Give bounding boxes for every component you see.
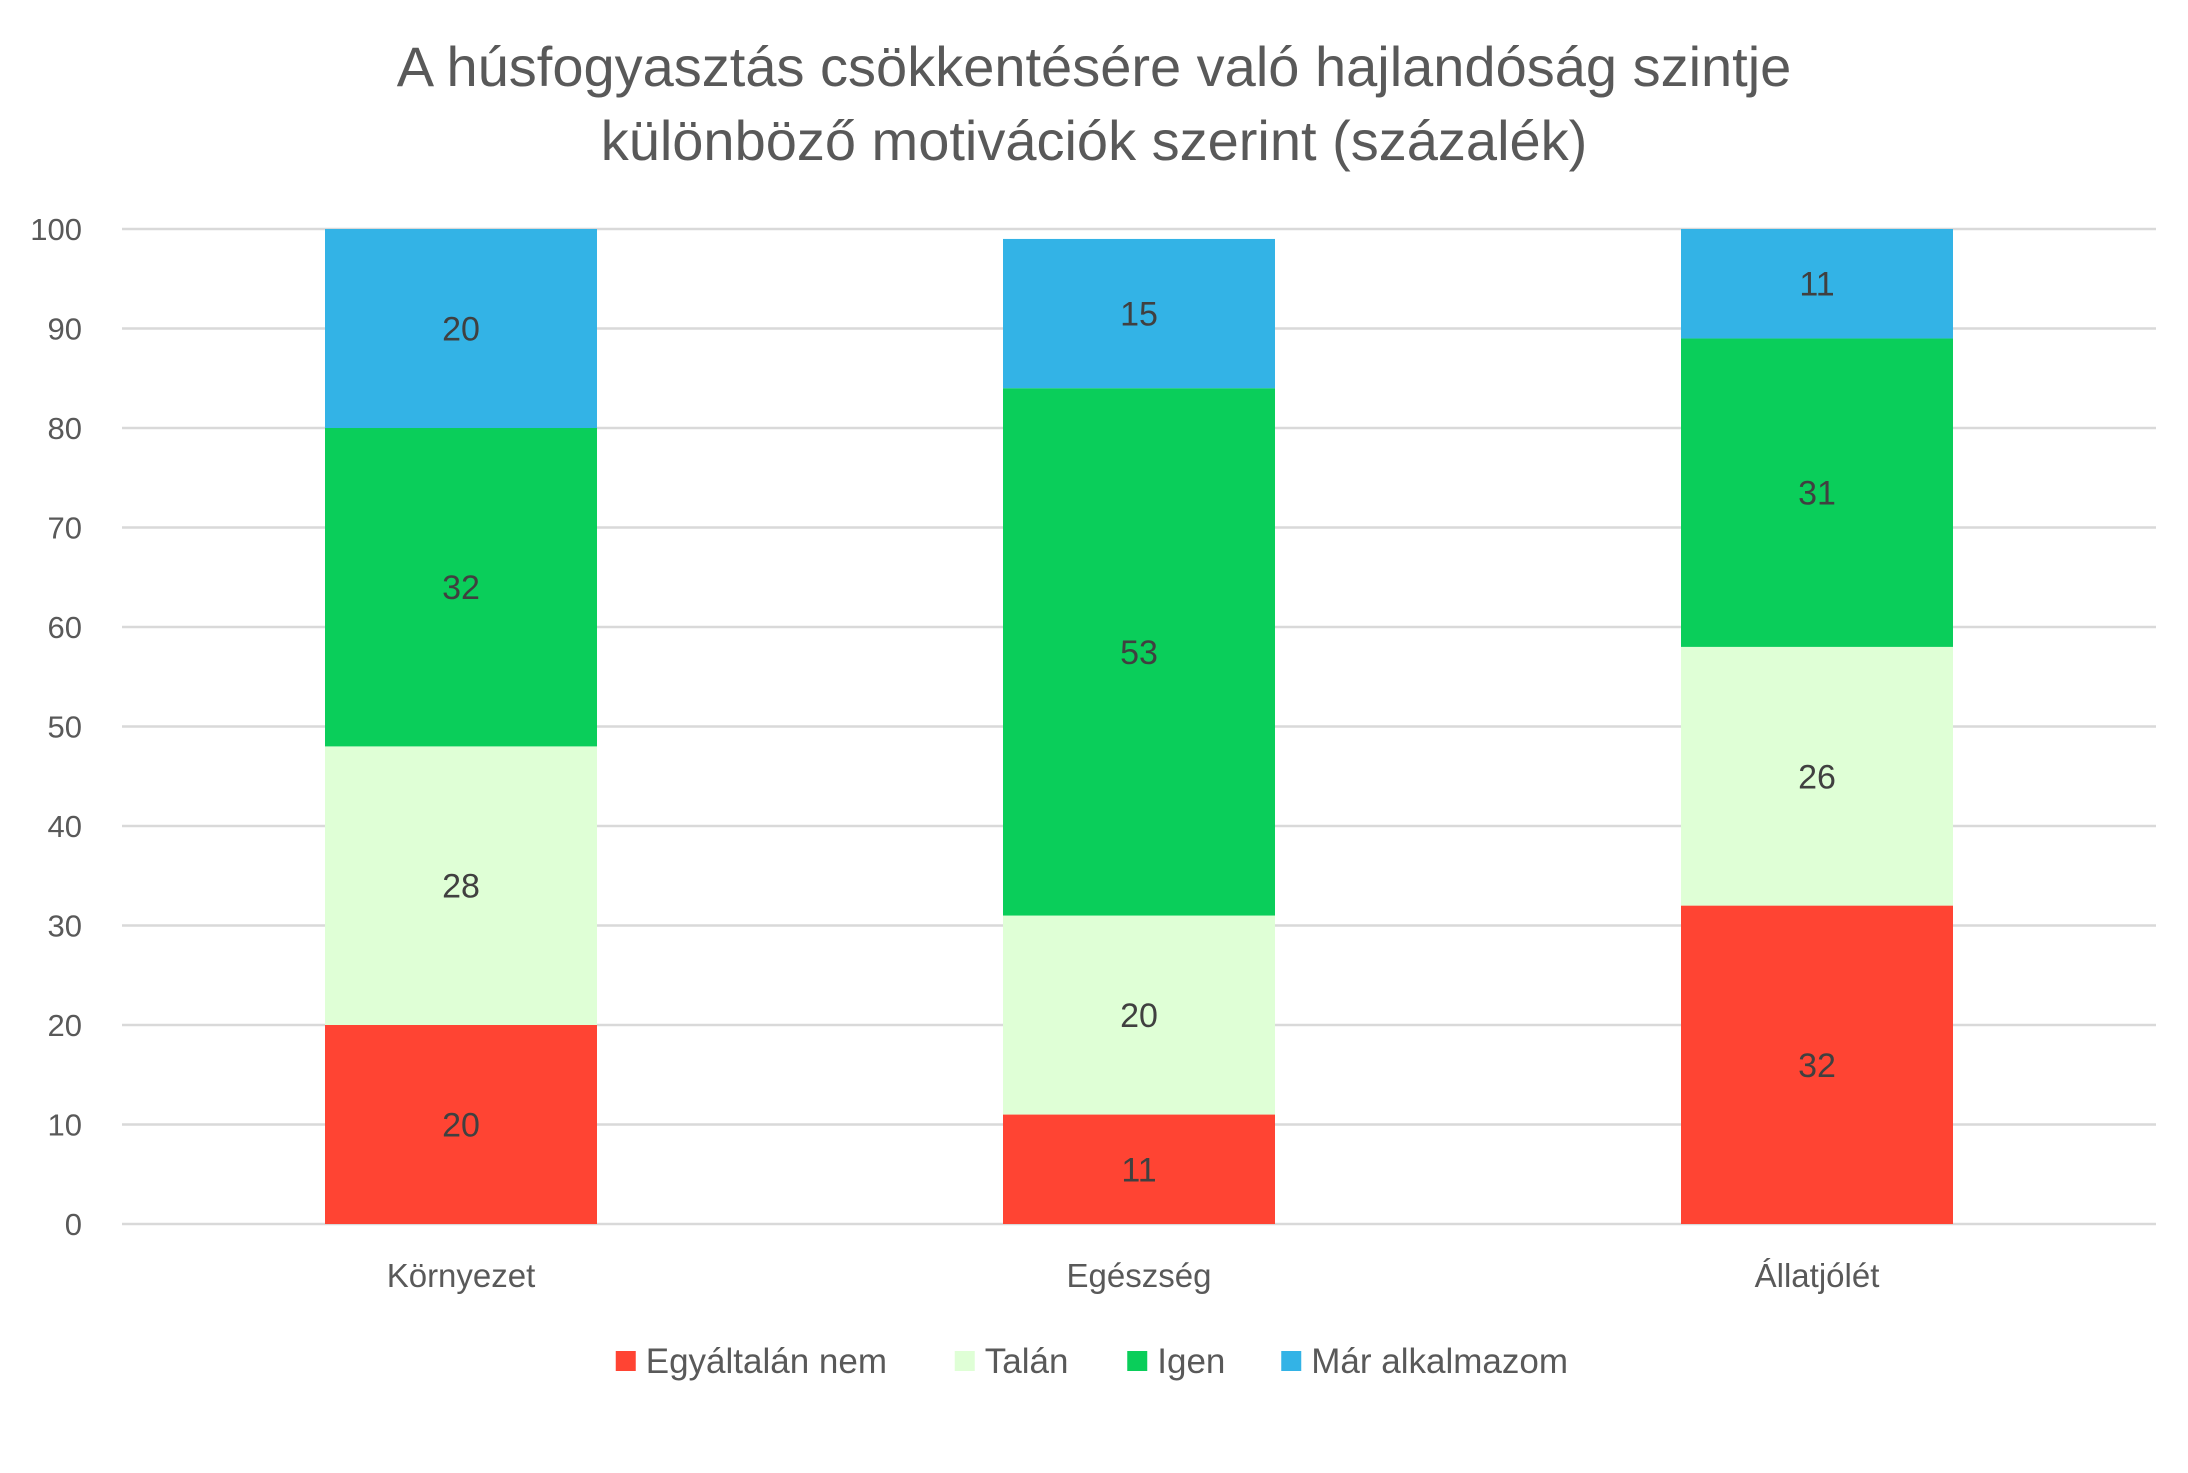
bar-segment — [1003, 915, 1275, 1115]
y-axis-ticks: 0 10 20 30 40 50 60 70 80 90 100 — [30, 212, 82, 1242]
y-tick-label: 20 — [48, 1008, 82, 1043]
y-tick-label: 100 — [30, 212, 82, 247]
chart-title-line-2: különböző motivációk szerint (százalék) — [601, 109, 1588, 172]
data-label: 26 — [1798, 758, 1836, 796]
legend-swatch — [615, 1351, 636, 1371]
data-label: 28 — [442, 868, 480, 906]
x-tick-label: Állatjólét — [1755, 1257, 1880, 1294]
y-tick-label: 60 — [48, 610, 82, 645]
legend-swatch — [1281, 1351, 1302, 1371]
bar-segment — [1681, 905, 1953, 1224]
legend-item: Egyáltalán nem — [615, 1342, 887, 1381]
bar-segment — [325, 746, 597, 1025]
data-label: 20 — [442, 1107, 480, 1145]
bar-segment — [1003, 238, 1275, 389]
x-tick-label: Környezet — [387, 1257, 536, 1294]
bar-segment — [1681, 229, 1953, 339]
legend-swatch — [954, 1351, 975, 1371]
legend-label: Talán — [985, 1342, 1069, 1381]
y-tick-label: 80 — [48, 411, 82, 446]
legend-item: Talán — [954, 1342, 1069, 1381]
bar-segment — [325, 428, 597, 747]
y-tick-label: 50 — [48, 710, 82, 745]
chart-title-line-1: A húsfogyasztás csökkentésére való hajla… — [397, 35, 1792, 98]
bar-segment — [1003, 388, 1275, 916]
x-axis-labels: Környezet Egészség Állatjólét — [387, 1257, 1880, 1294]
legend-item: Igen — [1127, 1342, 1225, 1381]
bars: 20 28 32 20 11 20 53 15 32 26 31 11 — [325, 229, 1953, 1224]
y-tick-label: 30 — [48, 909, 82, 944]
bar-segment — [325, 1025, 597, 1224]
data-label: 32 — [1798, 1047, 1836, 1085]
bar-segment — [1681, 338, 1953, 647]
bar-segment — [325, 229, 597, 428]
x-tick-label: Egészség — [1067, 1257, 1212, 1294]
data-label: 11 — [1121, 1151, 1156, 1189]
data-label: 31 — [1798, 475, 1836, 513]
data-label: 20 — [442, 311, 480, 349]
legend-swatch — [1127, 1351, 1148, 1371]
bar-segment — [1681, 646, 1953, 906]
legend-item: Már alkalmazom — [1281, 1342, 1568, 1381]
data-label: 20 — [1120, 997, 1158, 1035]
legend-label: Már alkalmazom — [1311, 1342, 1568, 1381]
data-label: 15 — [1120, 296, 1158, 334]
legend-label: Igen — [1157, 1342, 1225, 1381]
y-tick-label: 10 — [48, 1108, 82, 1143]
y-tick-label: 90 — [48, 312, 82, 347]
chart-title: A húsfogyasztás csökkentésére való hajla… — [397, 35, 1792, 172]
y-tick-label: 0 — [65, 1207, 82, 1242]
legend: Egyáltalán nem Talán Igen Már alkalmazom — [615, 1342, 1568, 1381]
bar-segment — [1003, 1114, 1275, 1224]
y-tick-label: 70 — [48, 511, 82, 546]
y-tick-label: 40 — [48, 809, 82, 844]
legend-label: Egyáltalán nem — [646, 1342, 887, 1381]
data-label: 53 — [1120, 634, 1158, 672]
data-label: 32 — [442, 569, 480, 607]
data-label: 11 — [1799, 266, 1834, 304]
